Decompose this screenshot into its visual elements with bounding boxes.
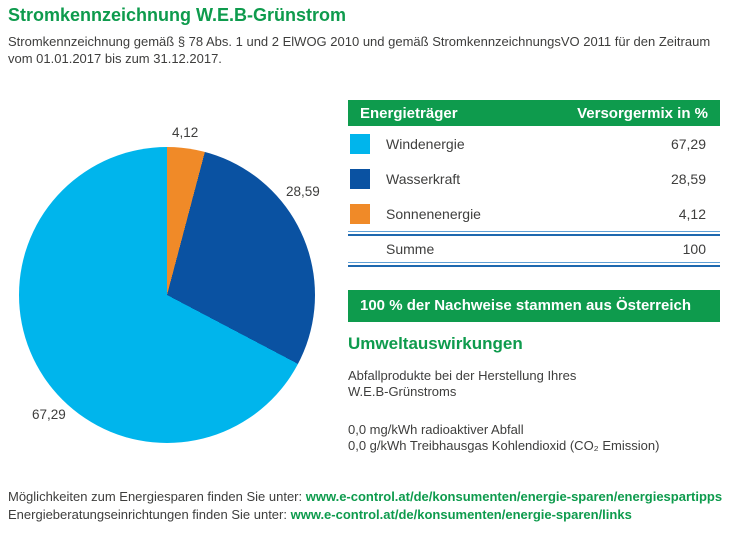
table-header-energietraeger: Energieträger [360,104,458,122]
table-row-label: Wasserkraft [386,170,461,187]
summe-divider-top [348,231,720,236]
windenergie-color-swatch [350,133,370,154]
page-title: Stromkennzeichnung W.E.B-Grünstrom [8,5,347,25]
emission-line1: 0,0 mg/kWh radioaktiver Abfall [348,422,524,437]
energiesparen-line: Möglichkeiten zum Energiesparen finden S… [8,488,722,506]
right-column: Energieträger Versorgermix in % Windener… [348,100,720,454]
abfallprodukte-line2: W.E.B-Grünstroms [348,384,457,399]
table-total-value: 100 [682,241,706,257]
table-header: Energieträger Versorgermix in % [348,100,720,126]
summe-divider-bottom [348,262,720,267]
table-row-value: 67,29 [670,135,706,152]
table-row-label: Sonnenenergie [386,205,481,222]
umweltauswirkungen-heading: Umweltauswirkungen [348,334,523,353]
pie-chart: 4,12 28,59 67,29 [0,96,348,456]
abfallprodukte-paragraph: Abfallprodukte bei der Herstellung Ihres… [348,368,720,400]
page-subtitle: Stromkennzeichnung gemäß § 78 Abs. 1 und… [8,34,711,66]
table-row-value: 4,12 [678,205,706,222]
table-header-versorgermix: Versorgermix in % [577,104,708,122]
table-total-label: Summe [386,241,435,257]
emission-line2: 0,0 g/kWh Treibhausgas Kohlendioxid (CO₂… [348,438,660,453]
pie-label-sonnenenergie: 4,12 [172,125,199,140]
energiespartipps-link[interactable]: www.e-control.at/de/konsumenten/energie-… [305,489,723,504]
table-row-label: Windenergie [386,135,465,152]
table-row-wasserkraft: Wasserkraft 28,59 [348,161,720,196]
pie-label-wasserkraft: 28,59 [286,184,320,199]
table-row-sonnenenergie: Sonnenenergie 4,12 [348,196,720,231]
energieberatung-label: Energieberatungseinrichtungen finden Sie… [8,507,291,522]
emission-paragraph: 0,0 mg/kWh radioaktiver Abfall 0,0 g/kWh… [348,422,720,454]
abfallprodukte-line1: Abfallprodukte bei der Herstellung Ihres [348,368,577,383]
table-row-windenergie: Windenergie 67,29 [348,126,720,161]
sonnenenergie-color-swatch [350,203,370,224]
table-row-value: 28,59 [670,170,706,187]
table-total-row: Summe 100 [348,236,720,262]
footer: Möglichkeiten zum Energiesparen finden S… [8,488,722,524]
pie-label-windenergie: 67,29 [32,407,66,422]
energieberatung-line: Energieberatungseinrichtungen finden Sie… [8,506,722,524]
energiesparen-label: Möglichkeiten zum Energiesparen finden S… [8,489,306,504]
wasserkraft-color-swatch [350,168,370,189]
origin-banner: 100 % der Nachweise stammen aus Österrei… [348,290,720,322]
pie-circle [19,147,315,443]
energieberatung-link[interactable]: www.e-control.at/de/konsumenten/energie-… [290,507,632,522]
